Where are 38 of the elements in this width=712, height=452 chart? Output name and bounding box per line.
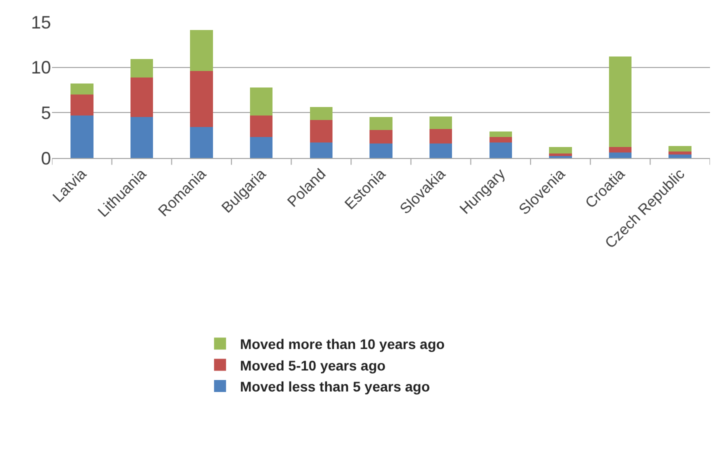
y-tick-label: 0: [40, 148, 51, 168]
legend-label: Moved less than 5 years ago: [240, 378, 430, 394]
bar: [370, 130, 392, 144]
bar: [429, 143, 452, 158]
y-tick-label: 5: [40, 102, 51, 123]
bar: [668, 152, 692, 154]
bar: [70, 115, 94, 158]
bar: [668, 146, 692, 152]
bar: [310, 107, 333, 120]
bar: [130, 117, 154, 158]
bar: [190, 70, 213, 128]
bar: [429, 116, 452, 129]
bar: [608, 152, 632, 158]
bar: [70, 94, 94, 116]
bar: [489, 132, 512, 138]
bar: [370, 117, 392, 130]
bar: [668, 154, 692, 158]
legend-label: Moved more than 10 years ago: [240, 336, 445, 352]
bar: [70, 84, 94, 95]
bar: [130, 77, 154, 118]
bar: [489, 137, 512, 143]
bar: [130, 59, 154, 78]
bar: [190, 30, 213, 71]
bar: [549, 147, 572, 154]
bar: [190, 127, 213, 158]
bar: [250, 137, 273, 158]
bar: [608, 56, 632, 148]
y-tick-label: 10: [30, 58, 51, 78]
bar: [489, 142, 512, 158]
y-tick-label: 15: [30, 12, 51, 32]
bar: [250, 115, 273, 138]
bar: [250, 87, 273, 116]
bar: [370, 143, 392, 158]
bar: [310, 120, 333, 143]
bar: [429, 128, 452, 144]
bar: [310, 142, 333, 158]
legend-label: Moved 5-10 years ago: [240, 357, 386, 374]
bar: [608, 147, 632, 153]
